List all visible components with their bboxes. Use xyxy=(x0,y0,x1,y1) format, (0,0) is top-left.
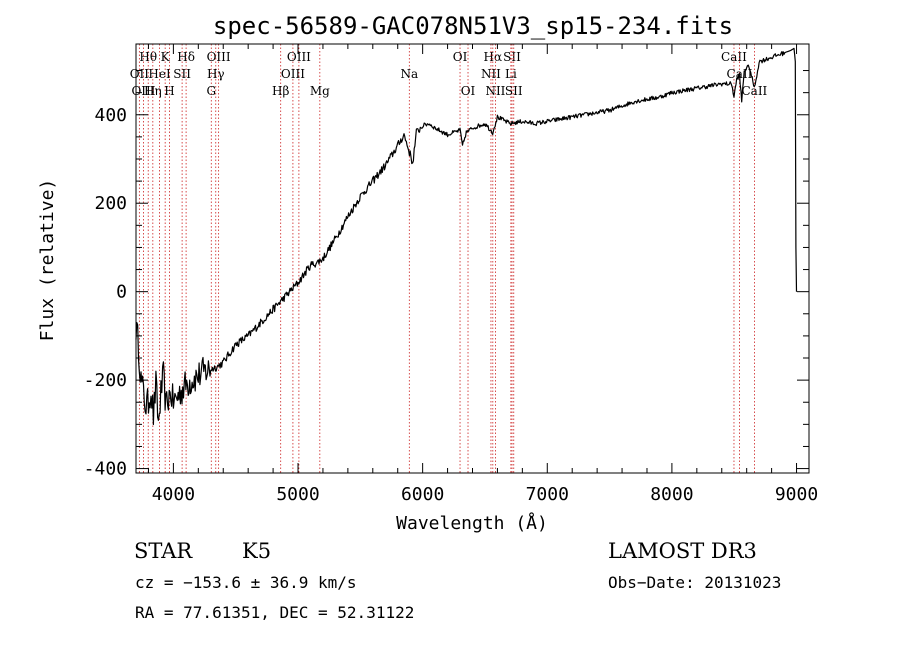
x-tick-label: 7000 xyxy=(526,484,569,505)
redshift-velocity: cz = −153.6 ± 36.9 km/s xyxy=(135,573,357,592)
y-tick-label: 0 xyxy=(116,282,127,303)
spectral-line-label: OIII xyxy=(207,50,231,64)
ra-dec-coordinates: RA = 77.61351, DEC = 52.31122 xyxy=(135,603,415,622)
spectral-line-label: SII xyxy=(173,67,191,81)
spectral-line-label: G xyxy=(206,84,216,98)
spectral-line-label: OII xyxy=(130,67,150,81)
x-tick-label: 6000 xyxy=(401,484,444,505)
x-tick-label: 8000 xyxy=(650,484,693,505)
y-tick-label: 200 xyxy=(94,193,127,214)
spectral-line-label: Na xyxy=(400,67,418,81)
spectral-line-label: Hγ xyxy=(207,67,225,81)
spectral-line-label: CaII xyxy=(721,50,747,64)
y-axis: -400 -200 0 200 400 xyxy=(84,70,809,480)
y-tick-label: -400 xyxy=(84,459,127,480)
spectral-line-label: OIII xyxy=(287,50,311,64)
x-tick-label: 5000 xyxy=(276,484,319,505)
y-tick-label: -200 xyxy=(84,370,127,391)
spectral-line-label: Hβ xyxy=(272,84,289,98)
x-axis-label: Wavelength (Å) xyxy=(396,512,548,534)
spectral-line-label: Hη xyxy=(144,84,162,98)
spectral-line-label: K xyxy=(161,50,171,64)
x-axis: 4000 5000 6000 7000 8000 9000 xyxy=(147,44,818,505)
spectral-line-label: CaII xyxy=(741,84,767,98)
y-axis-label: Flux (relative) xyxy=(37,179,58,342)
spectral-line-label: Hα xyxy=(484,50,503,64)
x-tick-label: 9000 xyxy=(775,484,818,505)
spectral-line-label: Hδ xyxy=(177,50,195,64)
survey-name: LAMOST DR3 xyxy=(608,539,757,563)
spectral-line-label: H xyxy=(164,84,174,98)
spectral-line-label: SII xyxy=(503,50,521,64)
spectral-line-label: NII xyxy=(481,67,501,81)
observation-date: Obs−Date: 20131023 xyxy=(608,573,782,592)
spectral-line-label: Mg xyxy=(310,84,330,98)
spectral-line-label: Hθ xyxy=(139,50,157,64)
spectral-line-label: SII xyxy=(505,84,523,98)
spectral-line-label: OIII xyxy=(131,84,155,98)
y-tick-label: 400 xyxy=(94,105,127,126)
spectral-subclass: K5 xyxy=(242,539,272,563)
x-tick-label: 4000 xyxy=(152,484,195,505)
spectral-line-label: Li xyxy=(505,67,517,81)
spectral-line-label: NII xyxy=(485,84,505,98)
spectral-line-label: HeI xyxy=(148,67,171,81)
spectral-line-label: OI xyxy=(461,84,476,98)
chart-title: spec-56589-GAC078N51V3_sp15-234.fits xyxy=(213,12,733,40)
spectral-line-label: OI xyxy=(453,50,468,64)
spectral-line-label: OIII xyxy=(281,67,305,81)
object-type: STAR xyxy=(134,539,193,563)
flux-series-line xyxy=(135,47,798,426)
plot-frame xyxy=(135,43,810,474)
